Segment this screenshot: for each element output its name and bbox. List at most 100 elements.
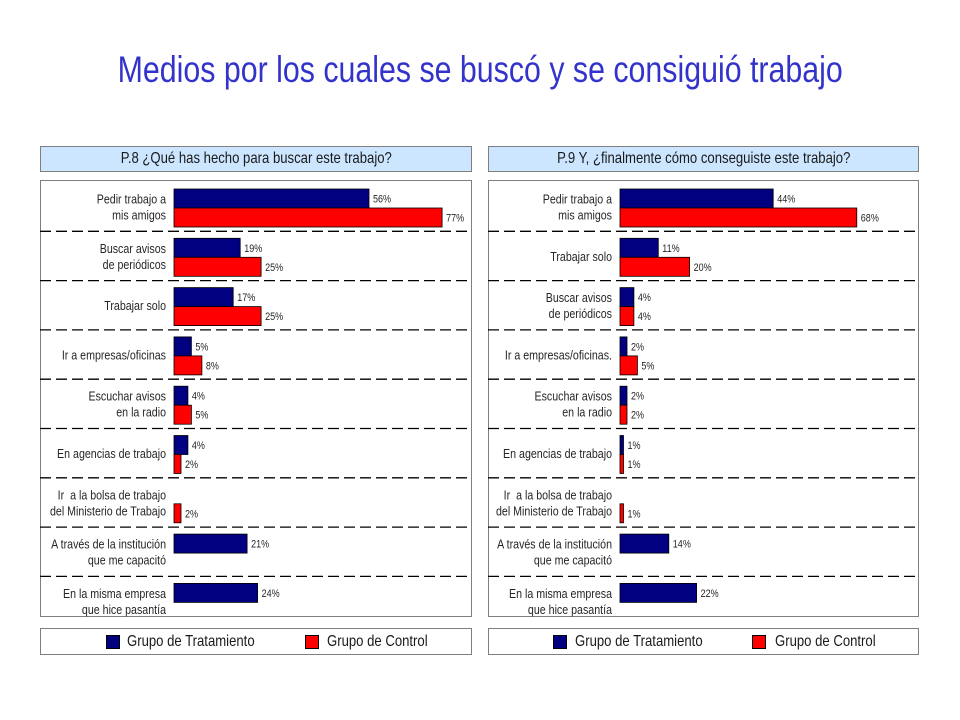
category-label: A través de la institución [51,537,166,552]
grupo-de-control-bar [173,355,203,376]
category-label: A través de la institución [497,537,612,552]
grupo-de-tratamiento-bar [619,435,624,455]
grupo-de-control-value-label: 4% [638,311,651,323]
chart-legend-search-methods: Grupo de Tratamiento Grupo de Control [40,628,472,655]
grupo-de-control-bar [173,207,443,228]
legend-label-treatment: Grupo de Tratamiento [575,633,703,650]
grupo-de-control-bar [173,454,182,474]
category-label: mis amigos [558,207,612,222]
grupo-de-tratamiento-value-label: 4% [192,391,205,403]
category-label: Trabajar solo [104,298,166,313]
grupo-de-tratamiento-bar [619,582,697,603]
category-label: Ir a empresas/oficinas. [505,347,612,362]
grupo-de-control-bar [173,404,192,425]
grupo-de-tratamiento-bar [619,287,635,307]
grupo-de-tratamiento-value-label: 11% [662,243,679,255]
category-label: mis amigos [112,207,166,222]
grupo-de-tratamiento-value-label: 14% [673,539,691,551]
category-label: En agencias de trabajo [57,446,166,461]
grupo-de-control-value-label: 8% [206,361,219,373]
category-label: En la misma empresa [63,586,166,601]
grupo-de-control-bar [619,404,628,425]
grupo-de-control-bar [619,503,624,524]
category-label: Pedir trabajo a [97,191,167,206]
chart-panel-search-methods: Pedir trabajo a mis amigos 56% 77% Buscar av… [40,180,472,617]
grupo-de-tratamiento-value-label: 24% [262,588,280,600]
grupo-de-control-value-label: 2% [631,410,644,422]
category-label: del Ministerio de Trabajo [50,503,166,518]
grupo-de-control-value-label: 68% [861,213,879,225]
grupo-de-control-value-label: 77% [446,213,464,225]
grupo-de-control-bar [619,256,690,277]
category-label: Trabajar solo [550,249,612,264]
grupo-de-control-value-label: 5% [641,361,654,373]
grupo-de-control-value-label: 25% [265,262,283,274]
grupo-de-tratamiento-bar [173,336,192,357]
category-label: En agencias de trabajo [503,446,612,461]
grupo-de-control-bar [619,207,858,228]
question-header-p9: P.9 Y, ¿finalmente cómo conseguiste este… [488,146,919,172]
legend-swatch-treatment [106,635,120,649]
grupo-de-control-bar [619,306,635,326]
chart-legend-hiring-methods: Grupo de Tratamiento Grupo de Control [488,628,919,655]
legend-label-treatment: Grupo de Tratamiento [127,633,255,650]
legend-label-control: Grupo de Control [775,633,876,650]
category-label: que me capacitó [534,553,612,568]
legend-swatch-treatment [553,635,567,649]
page-title-text: Medios por los cuales se buscó y se cons… [117,49,843,90]
grupo-de-tratamiento-value-label: 17% [237,292,255,304]
grupo-de-tratamiento-value-label: 4% [638,292,651,304]
grupo-de-tratamiento-value-label: 2% [631,391,644,403]
category-label: que hice pasantía [82,602,166,617]
grupo-de-control-bar [173,503,182,524]
category-label: del Ministerio de Trabajo [496,503,612,518]
grupo-de-tratamiento-value-label: 44% [777,194,795,206]
grupo-de-control-value-label: 2% [185,509,198,521]
grupo-de-tratamiento-value-label: 22% [701,588,719,600]
grupo-de-tratamiento-bar [173,582,258,603]
grupo-de-control-value-label: 1% [628,459,641,471]
category-label: de periódicos [549,306,612,321]
category-label: Ir a la bolsa de trabajo [58,487,167,502]
grupo-de-tratamiento-value-label: 2% [631,342,644,354]
category-label: Escuchar avisos [88,389,166,404]
grupo-de-tratamiento-bar [619,188,774,209]
grupo-de-control-bar [619,454,624,474]
grupo-de-control-value-label: 1% [628,509,641,521]
grupo-de-control-value-label: 25% [265,311,283,323]
grupo-de-tratamiento-value-label: 1% [628,440,641,452]
grupo-de-tratamiento-bar [173,533,248,554]
question-header-p8: P.8 ¿Qué has hecho para buscar este trab… [40,146,472,172]
grupo-de-control-value-label: 5% [195,410,208,422]
category-label: que me capacitó [88,553,166,568]
grupo-de-tratamiento-value-label: 21% [251,539,269,551]
grupo-de-tratamiento-bar [619,336,628,357]
grupo-de-tratamiento-bar [619,385,628,406]
grupo-de-tratamiento-value-label: 19% [244,243,262,255]
grupo-de-tratamiento-bar [173,287,234,307]
category-label: en la radio [116,405,166,420]
category-label: en la radio [562,405,612,420]
grupo-de-tratamiento-value-label: 56% [373,194,391,206]
grupo-de-tratamiento-bar [173,237,241,258]
category-label: Buscar avisos [546,290,612,305]
page-title: Medios por los cuales se buscó y se cons… [0,47,960,93]
grupo-de-tratamiento-bar [619,237,659,258]
grupo-de-tratamiento-value-label: 4% [192,440,205,452]
category-label: de periódicos [103,257,166,272]
grupo-de-tratamiento-bar [173,435,189,455]
category-label: que hice pasantía [528,602,612,617]
grupo-de-control-bar [173,306,262,326]
category-label: Ir a empresas/oficinas [62,347,166,362]
category-label: Escuchar avisos [534,389,612,404]
category-label: En la misma empresa [509,586,612,601]
grupo-de-control-value-label: 2% [185,459,198,471]
grupo-de-tratamiento-bar [173,188,370,209]
category-label: Ir a la bolsa de trabajo [504,487,613,502]
question-header-text: P.9 Y, ¿finalmente cómo conseguiste este… [556,150,851,167]
legend-label-control: Grupo de Control [327,633,428,650]
category-label: Buscar avisos [100,241,166,256]
legend-swatch-control [752,635,766,649]
